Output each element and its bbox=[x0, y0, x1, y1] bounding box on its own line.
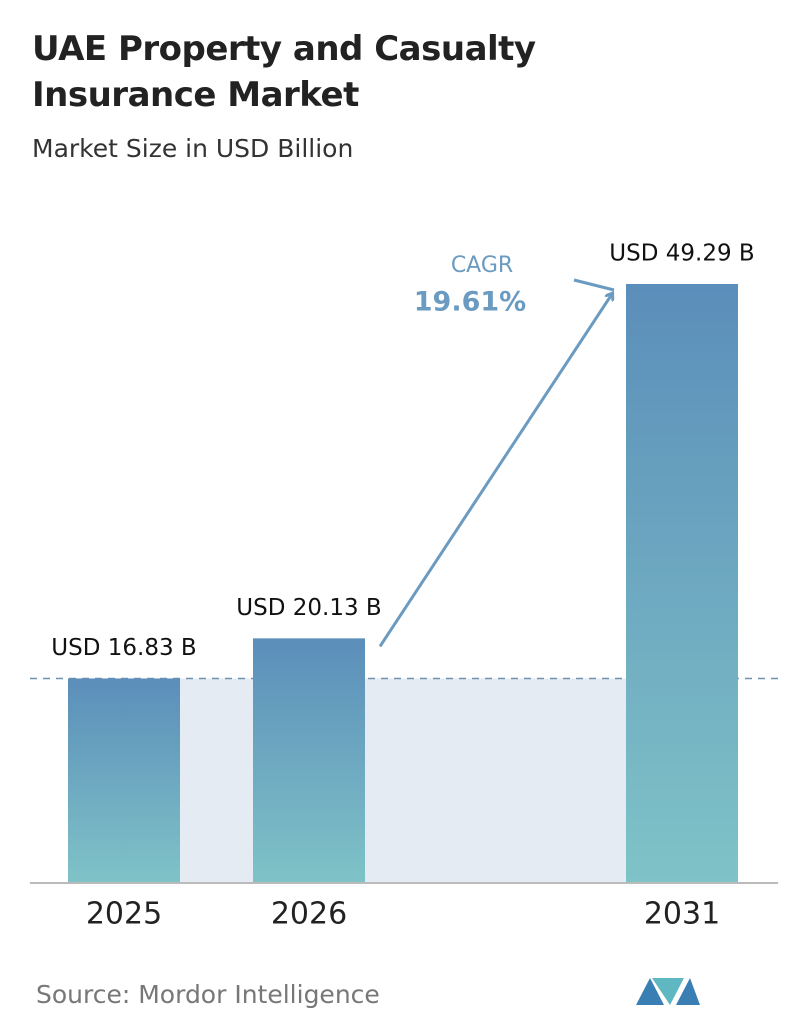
cagr-arrow-head-tail bbox=[573, 278, 615, 292]
source: Source: Mordor Intelligence bbox=[36, 980, 380, 1009]
bar bbox=[626, 284, 738, 883]
x-tick-label: 2031 bbox=[644, 897, 720, 932]
annotation: 19.61% bbox=[414, 287, 526, 318]
logo bbox=[636, 978, 700, 1005]
data-label: USD 20.13 B bbox=[236, 595, 381, 621]
bar bbox=[68, 678, 180, 883]
chart-subtitle: Market Size in USD Billion bbox=[32, 134, 354, 163]
data-label: USD 16.83 B bbox=[51, 635, 196, 661]
x-tick-label: 2025 bbox=[86, 897, 162, 932]
chart-title: UAE Property and Casualty Insurance Mark… bbox=[32, 29, 536, 115]
annotation: CAGR bbox=[451, 253, 513, 278]
x-tick-label: 2026 bbox=[271, 897, 347, 932]
cagr-arrow bbox=[378, 294, 612, 648]
bar bbox=[253, 638, 365, 883]
data-label: USD 49.29 B bbox=[609, 241, 754, 267]
